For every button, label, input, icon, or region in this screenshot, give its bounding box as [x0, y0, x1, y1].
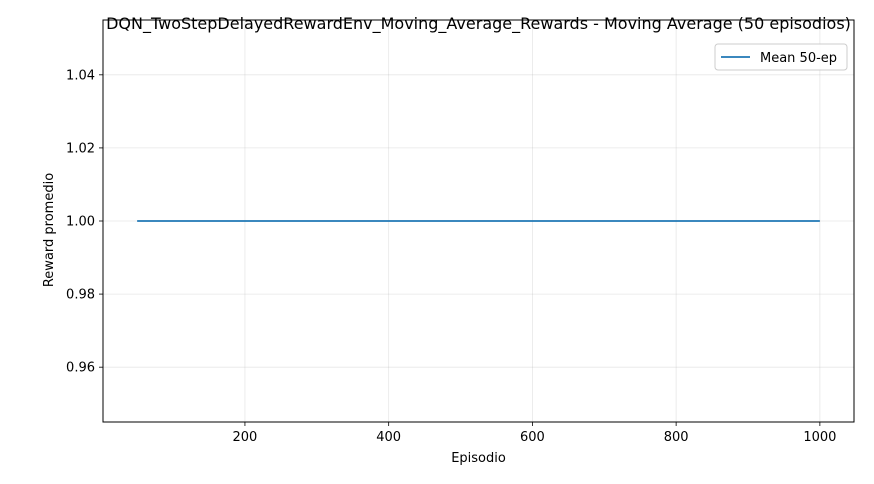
x-axis-label: Episodio [451, 451, 506, 466]
chart-title: DQN_TwoStepDelayedRewardEnv_Moving_Avera… [106, 14, 851, 34]
y-tick-label: 1.02 [66, 141, 95, 156]
x-tick-label: 800 [664, 430, 689, 445]
y-tick-label: 0.98 [66, 288, 95, 303]
y-axis: 0.96 0.98 1.00 1.02 1.04 [66, 68, 103, 376]
x-tick-label: 1000 [803, 430, 836, 445]
legend-label: Mean 50-ep [760, 51, 837, 66]
legend: Mean 50-ep [714, 43, 848, 71]
x-tick-label: 400 [376, 430, 401, 445]
x-axis: 200 400 600 800 1000 [233, 422, 836, 445]
y-tick-label: 1.00 [66, 215, 95, 230]
y-tick-label: 1.04 [66, 68, 95, 83]
y-axis-label: Reward promedio [42, 173, 57, 287]
y-tick-label: 0.96 [66, 361, 95, 376]
grid [103, 20, 854, 422]
legend-box [714, 43, 848, 71]
x-tick-label: 200 [233, 430, 258, 445]
x-tick-label: 600 [520, 430, 545, 445]
